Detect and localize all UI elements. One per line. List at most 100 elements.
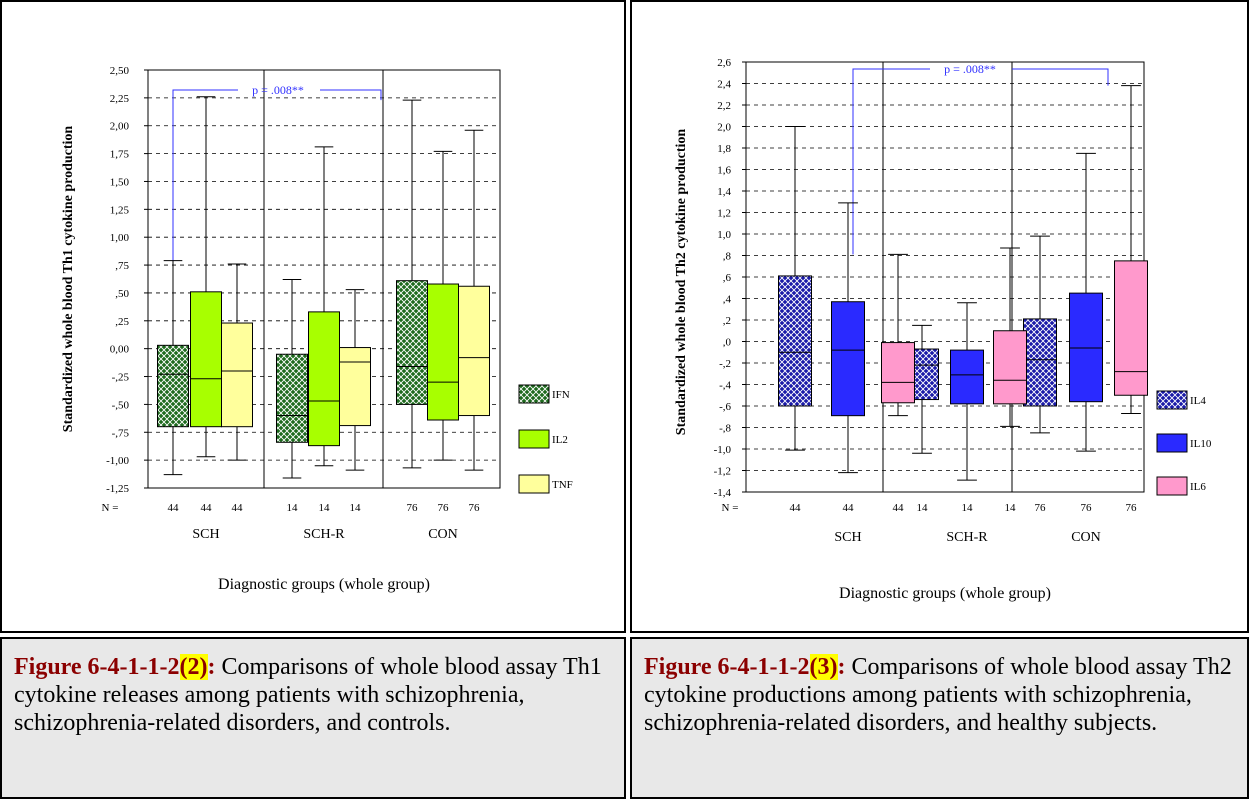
y-tick-label: -,4 [719, 380, 731, 392]
group-label: CON [1071, 530, 1101, 545]
y-tick-label: ,4 [723, 294, 732, 306]
y-tick-label: -,50 [112, 399, 130, 411]
y-tick-label: 1,6 [717, 165, 731, 177]
n-value: 76 [438, 502, 450, 514]
legend-swatch-ifn [518, 384, 550, 404]
y-tick-label: 2,00 [110, 121, 130, 133]
y-axis-title: Standardized whole blood Th2 cytokine pr… [674, 129, 689, 436]
th1-boxplot-chart: 2,50 2,25 2,00 1,75 1,50 1,25 1,00 ,75 ,50 ,25 0,0… [61, 65, 573, 593]
box-IL4-SCH [778, 126, 812, 451]
box-IL10-CON [1069, 152, 1103, 452]
caption-text: Comparisons of whole blood assay Th2 cyt… [644, 654, 1232, 736]
group-label: CON [428, 527, 458, 542]
legend-swatch-il4 [1156, 390, 1188, 410]
y-tick-label: -,8 [719, 423, 731, 435]
n-value: 44 [843, 502, 855, 514]
caption-figure-number: (3) [809, 654, 838, 680]
y-tick-label: 2,25 [110, 93, 130, 105]
y-tick-label: ,2 [723, 315, 731, 327]
n-label: N = [722, 502, 739, 514]
y-tick-label: 0,00 [110, 344, 130, 356]
legend-label-il10: IL10 [1190, 438, 1212, 450]
significance-bracket-left [172, 89, 238, 261]
y-tick-label: 1,75 [110, 149, 130, 161]
box-iqr [993, 330, 1027, 405]
n-value: 14 [287, 502, 299, 514]
n-value: 44 [201, 502, 213, 514]
significance-bracket-right [320, 89, 382, 101]
legend-label-tnf: TNF [552, 479, 573, 491]
n-value: 44 [232, 502, 244, 514]
n-value: 76 [1081, 502, 1093, 514]
box-IL2-CON [427, 150, 459, 461]
significance-bracket-left [852, 68, 930, 255]
box-iqr [427, 283, 459, 421]
x-axis-title: Diagnostic groups (whole group) [218, 576, 430, 593]
box-iqr [1069, 292, 1103, 403]
group-label: SCH-R [303, 527, 345, 542]
y-tick-label: 2,6 [717, 57, 731, 69]
caption-colon: : [207, 654, 216, 680]
caption-colon: : [837, 654, 846, 680]
y-tick-label: -,25 [112, 372, 130, 384]
y-tick-label: ,6 [723, 272, 732, 284]
legend-label-il4: IL4 [1190, 395, 1206, 407]
n-value: 44 [893, 502, 905, 514]
legend-label-il2: IL2 [552, 434, 568, 446]
box-IL10-SCH [831, 202, 865, 474]
box-iqr [778, 275, 812, 407]
box-IFN-SCH [157, 260, 189, 476]
significance-label: p = .008** [252, 83, 304, 97]
y-tick-label: 1,25 [110, 204, 130, 216]
caption-figure-number: (2) [179, 654, 208, 680]
y-tick-label: ,0 [723, 337, 732, 349]
n-value: 76 [1035, 502, 1047, 514]
significance-bracket-right [1012, 68, 1109, 86]
n-value: 14 [962, 502, 974, 514]
box-iqr [1114, 260, 1148, 396]
box-iqr [157, 344, 189, 428]
y-tick-label: 1,00 [110, 232, 130, 244]
y-tick-label: 2,50 [110, 65, 130, 77]
legend-label-ifn: IFN [552, 389, 570, 401]
box-iqr [190, 291, 222, 428]
y-tick-label: -,2 [719, 358, 731, 370]
n-value: 14 [917, 502, 929, 514]
y-tick-label: 2,4 [717, 79, 731, 91]
n-value: 44 [168, 502, 180, 514]
y-tick-label: 1,0 [717, 229, 731, 241]
caption-text: Comparisons of whole blood assay Th1 cyt… [14, 654, 602, 736]
y-tick-label: ,75 [115, 260, 129, 272]
caption-left: Figure 6-4-1-1-2(2): Comparisons of whol… [0, 637, 626, 799]
y-axis-title: Standardized whole blood Th1 cytokine pr… [61, 126, 76, 433]
caption-figure-label: Figure 6-4-1-1-2 [644, 654, 810, 680]
box-iqr [458, 285, 490, 417]
n-value: 76 [1126, 502, 1138, 514]
box-IL6-SCH-R [993, 247, 1027, 427]
box-iqr [396, 280, 428, 405]
box-IL6-SCH [881, 253, 915, 417]
n-value: 14 [1005, 502, 1017, 514]
y-tick-label: -,75 [112, 427, 130, 439]
chart-cell-left: 2,50 2,25 2,00 1,75 1,50 1,25 1,00 ,75 ,50 ,25 0,0… [0, 0, 626, 633]
box-IL10-SCH-R [950, 302, 984, 481]
group-label: SCH [834, 530, 861, 545]
n-value: 44 [790, 502, 802, 514]
legend-swatch-il2 [518, 429, 550, 449]
x-axis-title: Diagnostic groups (whole group) [839, 585, 1051, 602]
box-IL4-CON [1023, 235, 1057, 434]
box-TNF-SCH [221, 263, 253, 461]
y-tick-label: 1,2 [717, 208, 731, 220]
box-IL2-SCH [190, 96, 222, 458]
legend-swatch-tnf [518, 474, 550, 494]
y-tick-label: -1,0 [714, 444, 732, 456]
y-tick-label: 2,0 [717, 122, 731, 134]
caption-figure-label: Figure 6-4-1-1-2 [14, 654, 180, 680]
box-TNF-CON [458, 129, 490, 471]
y-tick-label: ,25 [115, 316, 129, 328]
y-tick-label: ,50 [115, 288, 129, 300]
box-IFN-CON [396, 99, 428, 469]
legend-label-il6: IL6 [1190, 481, 1206, 493]
y-tick-label: ,8 [723, 251, 732, 263]
